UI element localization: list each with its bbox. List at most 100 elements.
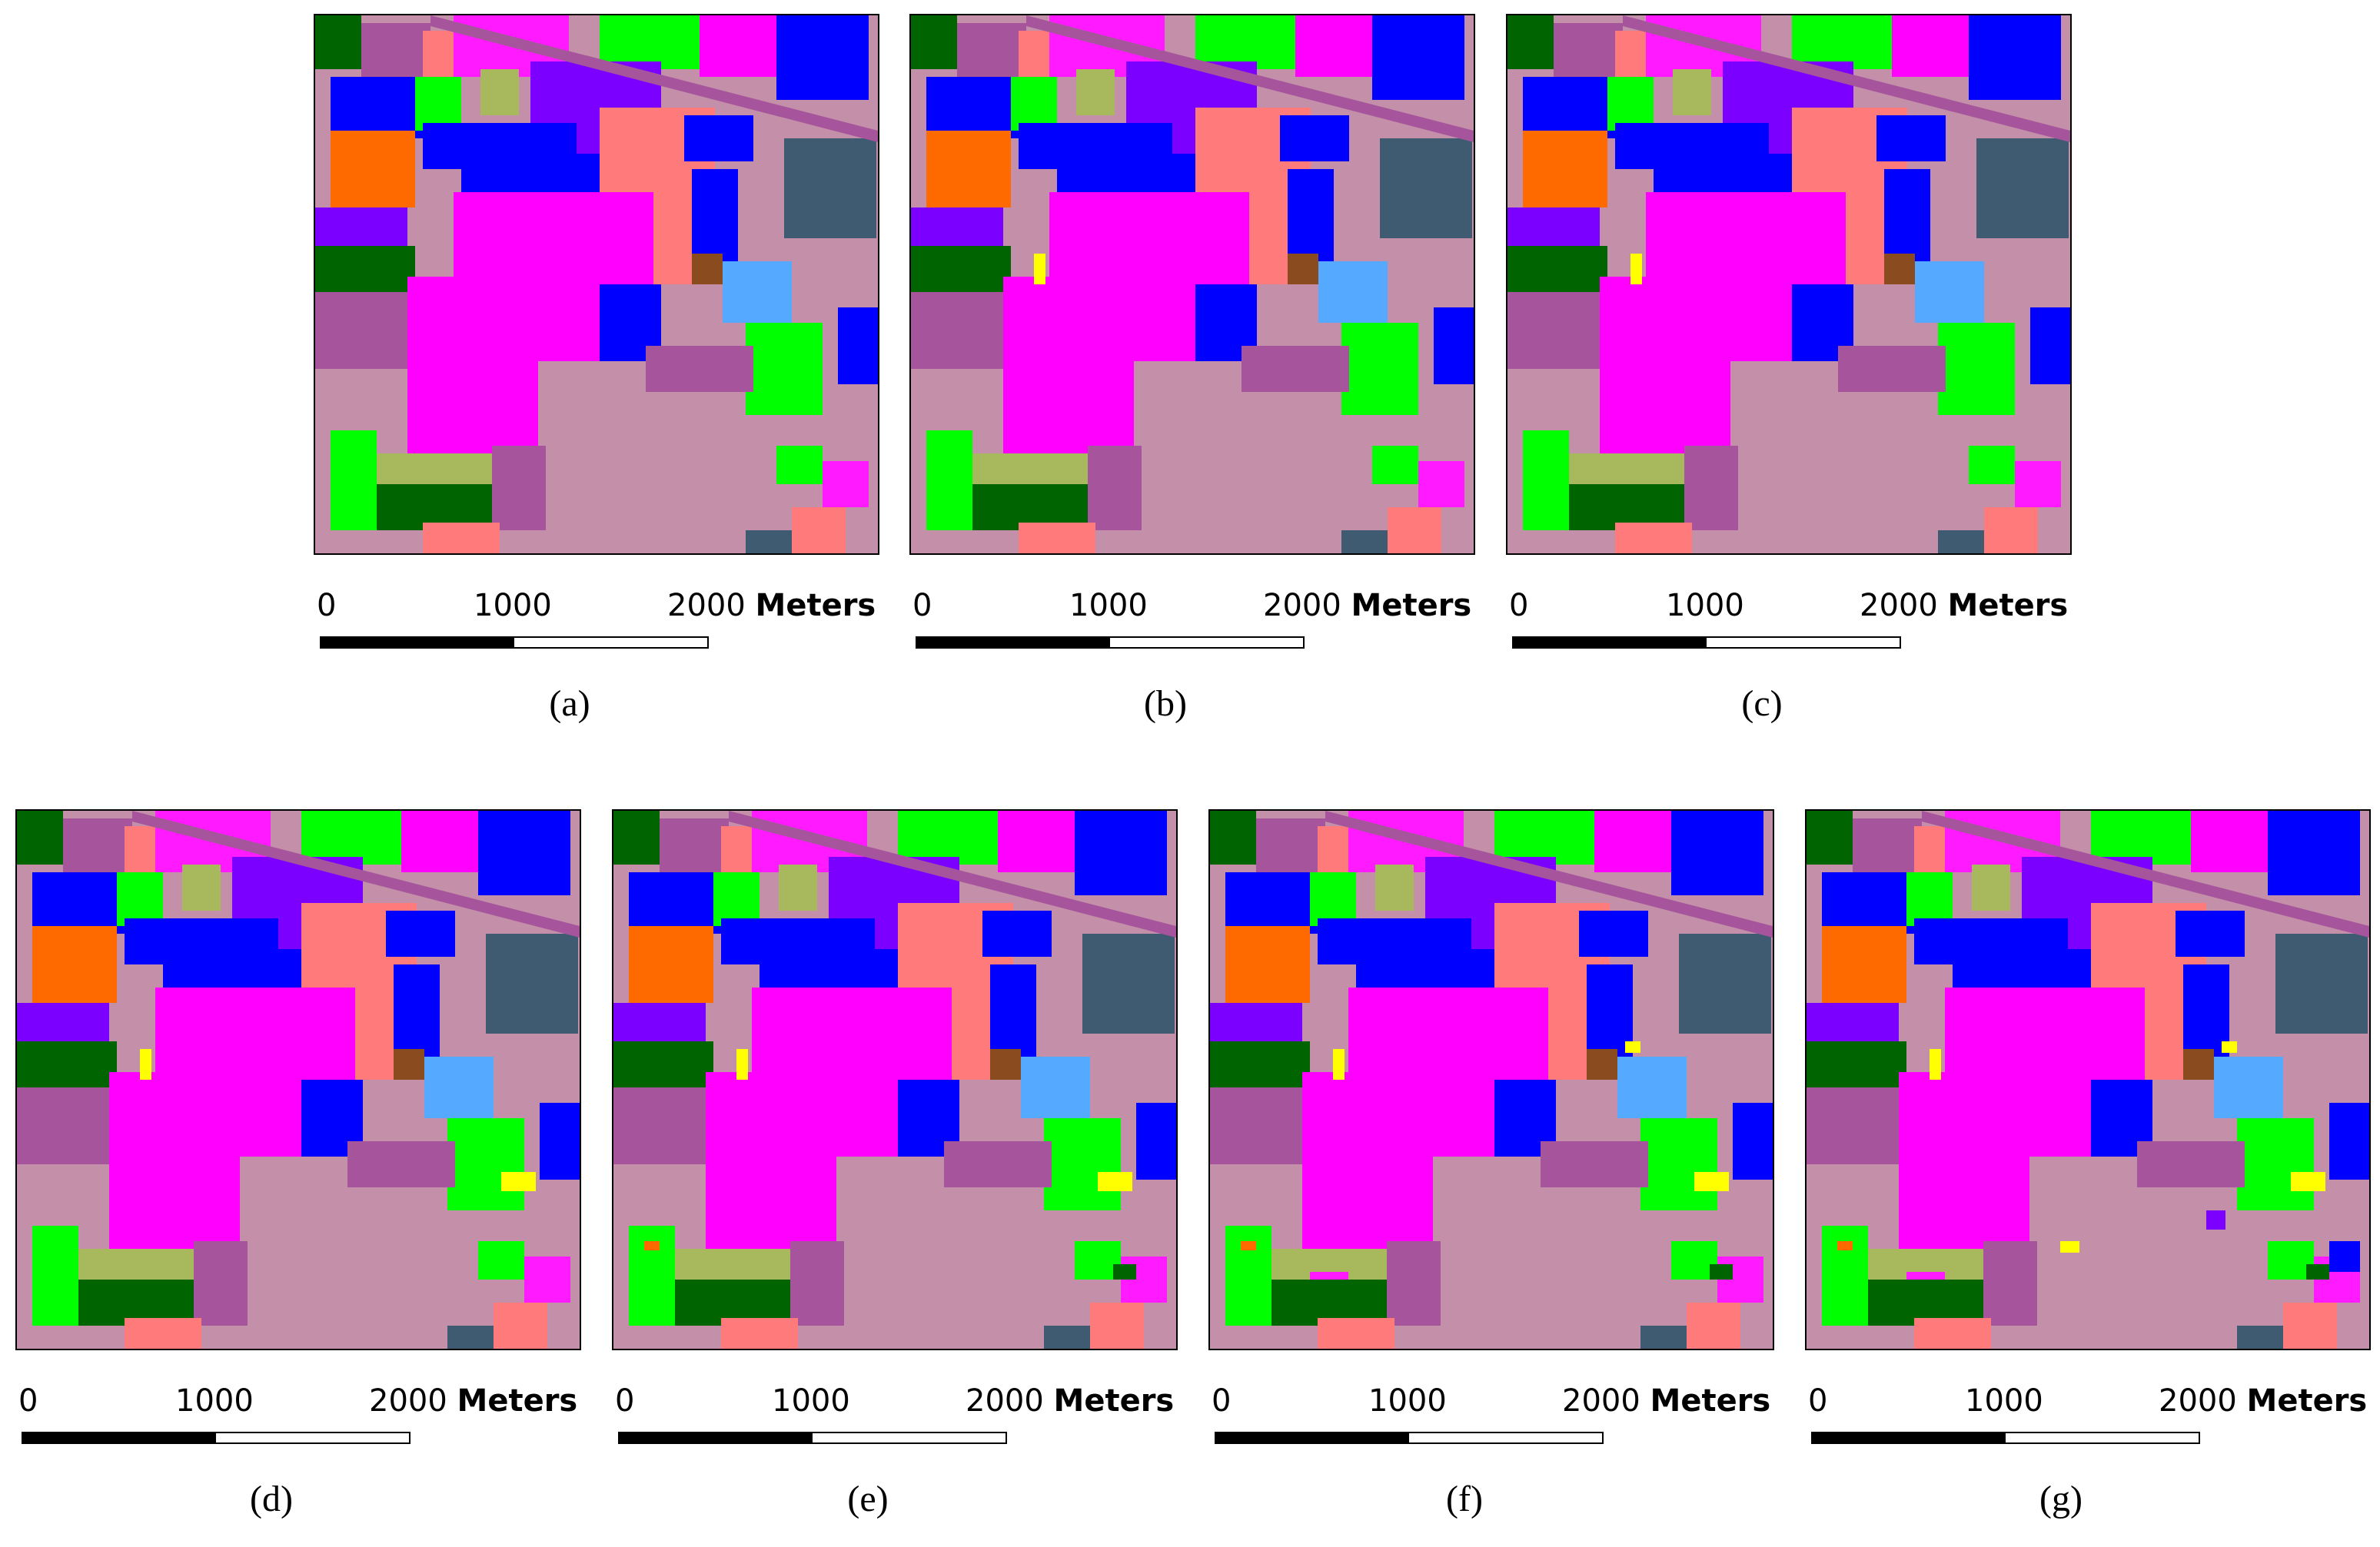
land-cover-region-blue xyxy=(1671,811,1763,895)
land-cover-region-mauve xyxy=(1088,446,1142,530)
land-cover-region-slate xyxy=(1679,934,1771,1034)
land-cover-region-tan-pink xyxy=(607,461,676,523)
land-cover-region-light-blue xyxy=(2214,1057,2283,1118)
land-cover-region-brown xyxy=(1288,254,1318,284)
land-cover-region-blue xyxy=(1434,307,1474,384)
land-cover-region-salmon xyxy=(1615,31,1646,77)
land-cover-region-brown xyxy=(1884,254,1915,284)
scale-label-end-value: 2000 xyxy=(1860,588,1938,623)
scale-label-end: 2000 Meters xyxy=(1263,589,1471,622)
land-cover-region-salmon xyxy=(1914,1318,1991,1349)
land-cover-svg xyxy=(315,15,878,553)
land-cover-region-green xyxy=(1792,15,1892,69)
land-cover-region-blue xyxy=(2030,307,2070,384)
land-cover-region-green xyxy=(117,872,163,926)
land-cover-region-tan-pink xyxy=(906,1257,975,1318)
land-cover-region-dark-green xyxy=(1710,1264,1733,1280)
land-cover-region-slate xyxy=(1976,138,2069,238)
land-cover-region-green xyxy=(1011,77,1057,131)
land-cover-region-olive xyxy=(675,1249,790,1280)
land-cover-region-mauve xyxy=(1838,346,1946,392)
land-cover-region-green xyxy=(600,15,700,69)
land-cover-region-salmon xyxy=(125,1318,201,1349)
land-cover-region-slate xyxy=(1938,530,1984,553)
land-cover-region-yellow xyxy=(1930,1049,1941,1080)
land-cover-road-strip xyxy=(132,811,580,938)
scale-label-mid: 1000 xyxy=(1965,1383,2043,1419)
land-cover-region-salmon xyxy=(125,826,155,872)
scale-label-zero: 0 xyxy=(1212,1383,1232,1419)
scale-bar xyxy=(1811,1432,2200,1444)
land-cover-region-blue xyxy=(982,911,1052,957)
land-cover-region-salmon xyxy=(1019,523,1095,553)
land-cover-region-salmon xyxy=(1090,1303,1144,1349)
land-cover-region-blue xyxy=(1523,77,1615,138)
land-cover-region-green xyxy=(2237,1118,2314,1210)
land-cover-region-orange xyxy=(644,1241,660,1250)
land-cover-region-yellow xyxy=(1625,1041,1640,1053)
land-cover-region-magenta xyxy=(109,1072,248,1249)
scale-bar xyxy=(1215,1432,1604,1444)
land-cover-region-light-blue xyxy=(1021,1057,1090,1118)
land-cover-region-salmon xyxy=(2283,1303,2337,1349)
land-cover-region-green xyxy=(1494,811,1594,865)
land-cover-region-orange xyxy=(1523,131,1607,207)
land-cover-road-strip xyxy=(1026,15,1474,142)
classification-map xyxy=(1506,14,2072,555)
land-cover-region-orange xyxy=(331,131,415,207)
land-cover-region-brown xyxy=(394,1049,424,1080)
land-cover-region-slate xyxy=(1044,1326,1090,1349)
land-cover-region-purple xyxy=(1807,1003,1899,1041)
scale-label-end: 2000 Meters xyxy=(1860,589,2068,622)
scale-label-end-value: 2000 xyxy=(369,1383,447,1419)
land-cover-road-strip xyxy=(1922,811,2369,938)
land-cover-region-salmon xyxy=(423,31,454,77)
land-cover-region-dark-green xyxy=(1210,1041,1310,1087)
scale-label-mid: 1000 xyxy=(772,1383,850,1419)
land-cover-region-dark-green xyxy=(2306,1264,2329,1280)
land-cover-region-orange xyxy=(32,926,117,1003)
land-cover-region-tan-pink xyxy=(1800,461,1869,523)
land-cover-region-magenta xyxy=(1646,192,1846,292)
land-cover-region-yellow xyxy=(140,1049,151,1080)
land-cover-region-slate xyxy=(1082,934,1175,1034)
land-cover-region-orange xyxy=(629,926,713,1003)
scale-bar xyxy=(618,1432,1007,1444)
land-cover-region-slate xyxy=(2275,934,2368,1034)
land-cover-region-blue xyxy=(1876,115,1946,161)
land-cover-region-green xyxy=(898,811,998,865)
land-cover-region-orange xyxy=(1822,926,1906,1003)
land-cover-region-dark-green xyxy=(315,15,361,69)
land-cover-region-mauve xyxy=(613,1087,706,1164)
land-cover-region-salmon xyxy=(494,1303,547,1349)
caption: (e) xyxy=(847,1479,889,1519)
land-cover-region-light-blue xyxy=(424,1057,494,1118)
scale-label-end-value: 2000 xyxy=(1263,588,1341,623)
land-cover-region-slate xyxy=(1341,530,1388,553)
land-cover-region-blue xyxy=(1579,911,1648,957)
land-cover-region-pink xyxy=(1310,1272,1348,1280)
scale-label-mid: 1000 xyxy=(474,588,552,623)
land-cover-region-magenta xyxy=(706,1072,844,1249)
land-cover-road-strip xyxy=(430,15,878,142)
land-cover-region-blue xyxy=(478,811,570,895)
land-cover-region-magenta xyxy=(1600,277,1738,453)
land-cover-region-slate xyxy=(1640,1326,1687,1349)
land-cover-region-purple xyxy=(17,1003,109,1041)
land-cover-region-dark-green xyxy=(613,811,660,865)
scale-unit: Meters xyxy=(457,1383,578,1419)
scale-unit: Meters xyxy=(1053,1383,1175,1419)
scale-unit: Meters xyxy=(755,588,876,623)
land-cover-region-mauve xyxy=(17,1087,109,1164)
land-cover-region-green xyxy=(331,430,377,530)
land-cover-region-salmon xyxy=(721,1318,798,1349)
land-cover-region-dark-green xyxy=(1113,1264,1136,1280)
land-cover-region-slate xyxy=(447,1326,494,1349)
land-cover-region-green xyxy=(926,430,972,530)
land-cover-region-blue xyxy=(540,1103,580,1180)
scale-label-end: 2000 Meters xyxy=(966,1384,1174,1418)
scale-bar xyxy=(1512,636,1901,649)
scale-label-end-value: 2000 xyxy=(2159,1383,2237,1419)
land-cover-region-salmon xyxy=(1019,31,1049,77)
land-cover-region-blue xyxy=(1075,811,1167,895)
